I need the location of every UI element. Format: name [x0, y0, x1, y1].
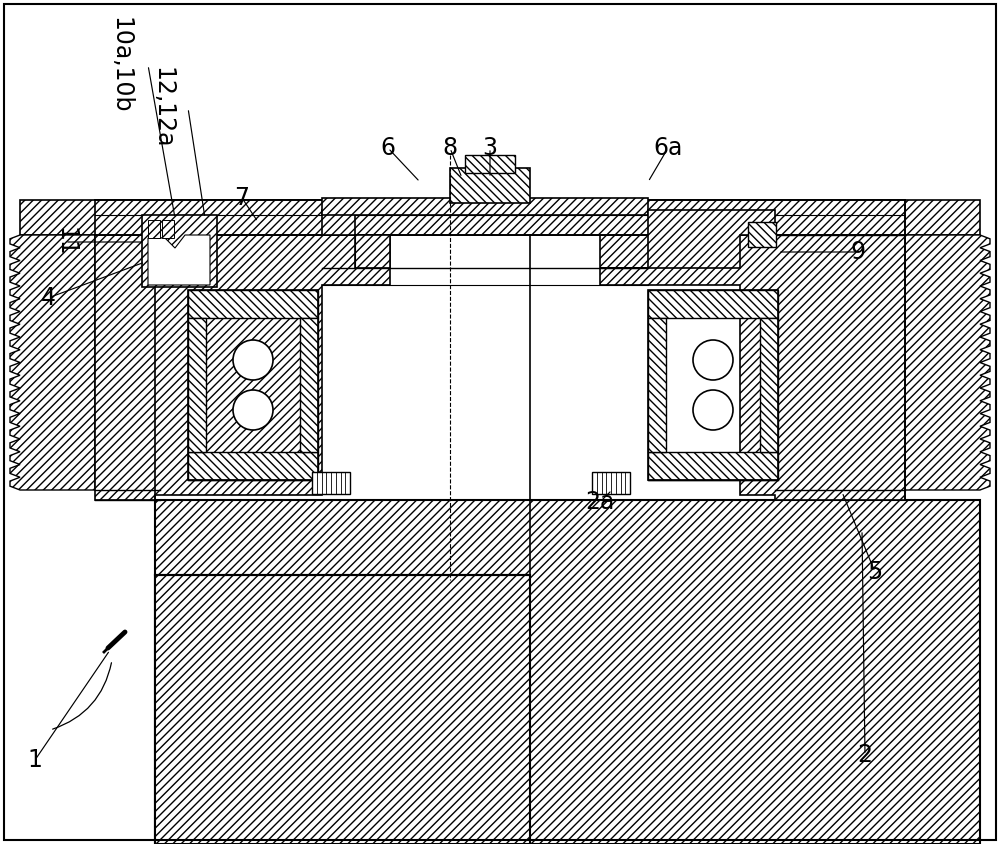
Polygon shape: [148, 235, 210, 285]
Text: 7: 7: [234, 186, 250, 210]
Bar: [648, 290, 778, 480]
Polygon shape: [10, 235, 95, 490]
Polygon shape: [600, 235, 905, 500]
Bar: [300, 318, 318, 452]
Text: 2a: 2a: [585, 490, 615, 514]
Bar: [162, 220, 174, 238]
Circle shape: [693, 340, 733, 380]
Text: 9: 9: [850, 240, 866, 264]
Bar: [648, 452, 778, 480]
Polygon shape: [905, 235, 990, 490]
Bar: [648, 290, 778, 318]
Circle shape: [233, 390, 273, 430]
Text: 1: 1: [28, 748, 42, 772]
Polygon shape: [322, 210, 390, 268]
Bar: [648, 318, 666, 452]
Bar: [188, 318, 206, 452]
Bar: [760, 318, 778, 452]
Text: 5: 5: [867, 560, 883, 584]
Bar: [748, 222, 776, 247]
Text: 11: 11: [53, 227, 77, 257]
Bar: [188, 290, 318, 480]
Bar: [312, 472, 350, 494]
Polygon shape: [155, 500, 980, 844]
Bar: [155, 575, 530, 844]
Bar: [95, 200, 905, 235]
Text: 6a: 6a: [653, 136, 683, 160]
Circle shape: [233, 340, 273, 380]
Polygon shape: [95, 235, 390, 500]
Text: 4: 4: [40, 286, 56, 310]
Bar: [188, 290, 318, 318]
Polygon shape: [322, 198, 648, 215]
Text: 12,12a: 12,12a: [150, 68, 174, 149]
Bar: [188, 452, 318, 480]
Text: 3: 3: [482, 136, 498, 160]
Text: 10a,10b: 10a,10b: [108, 17, 132, 113]
Polygon shape: [600, 210, 775, 268]
Text: 2: 2: [858, 743, 872, 767]
Bar: [148, 220, 160, 238]
Text: 8: 8: [442, 136, 458, 160]
Bar: [592, 472, 630, 494]
Bar: [465, 155, 515, 173]
Bar: [450, 168, 530, 203]
Bar: [20, 200, 980, 235]
Bar: [142, 215, 217, 287]
Text: 6: 6: [380, 136, 396, 160]
Circle shape: [693, 390, 733, 430]
